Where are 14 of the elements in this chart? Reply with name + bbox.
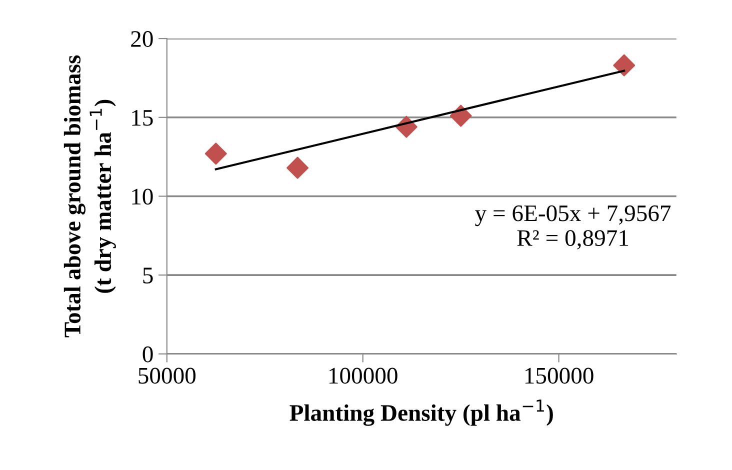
x-axis-title: Planting Density (pl ha$^{−1}$)	[290, 400, 553, 426]
y-tick-label: 20	[131, 31, 153, 47]
point	[613, 54, 636, 76]
point	[286, 156, 309, 179]
x-tick-label: 50000	[138, 368, 196, 384]
annotation: y = 6E-05x + 7,9567 R² = 0,8971	[475, 205, 671, 250]
y-axis-title: Total above ground biomass (t dry matter ha$^{−1}$)	[64, 55, 116, 338]
y-tick-label: 0	[142, 346, 153, 362]
y-tick-label: 15	[132, 110, 153, 126]
point	[204, 142, 227, 165]
x-tick-label: 100000	[330, 368, 398, 384]
x-tick-label: 150000	[525, 368, 594, 384]
y-tick-label: 5	[143, 268, 153, 284]
y-tick-label: 10	[132, 188, 153, 205]
